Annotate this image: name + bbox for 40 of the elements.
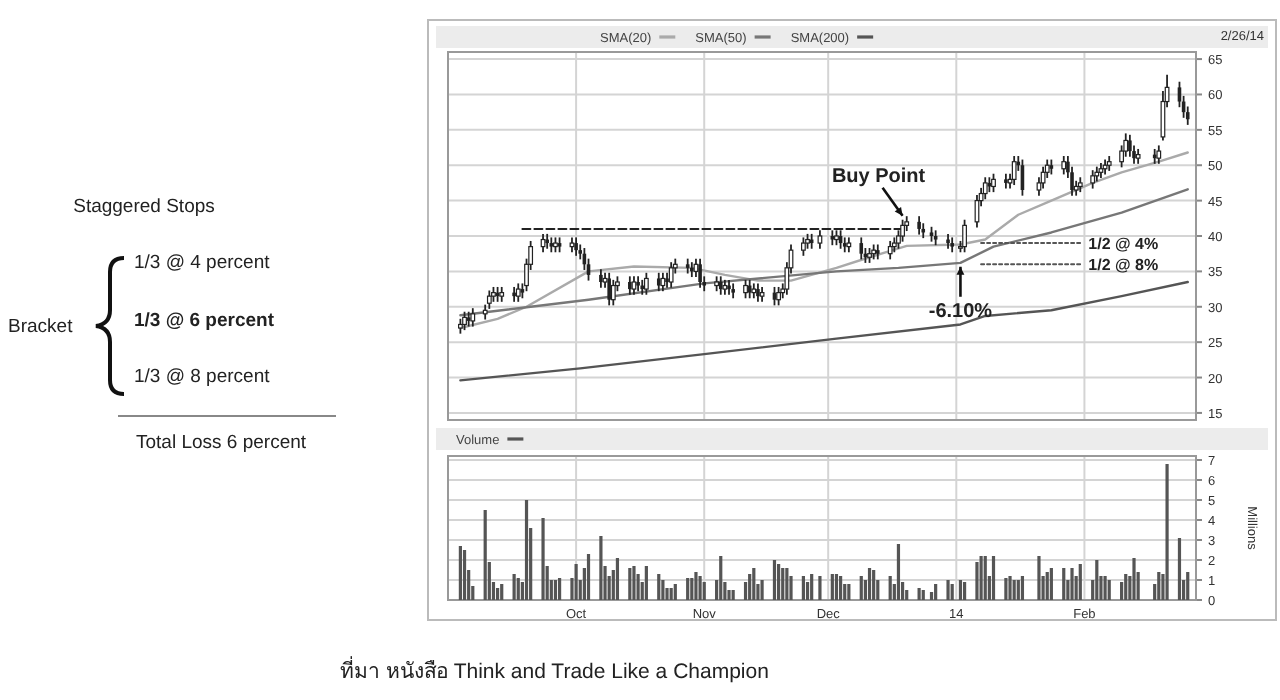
candlestick [599,268,603,289]
candlestick [859,236,864,261]
text: Bracket [8,316,74,338]
candlestick [887,240,893,261]
candlestick [776,286,782,307]
candlestick [962,218,967,254]
candlestick [628,275,632,296]
candlestick [462,310,467,332]
candlestick [574,236,578,257]
candlestick [756,282,760,303]
candlestick [1090,169,1096,190]
candlestick [801,236,806,257]
annotation: -6.10% [928,300,993,323]
line-series [459,151,1189,330]
text: 1/3 @ 4 percent [134,252,271,274]
candlestick [718,275,723,296]
candlestick [1156,144,1162,165]
text: Total Loss 6 percent [136,432,307,454]
candlestick [743,278,748,300]
annotation: Buy Point [831,165,927,188]
candlestick [607,271,611,307]
candlestick [1040,165,1046,190]
candlestick [1011,155,1017,186]
candlestick [917,215,921,236]
candlestick [610,278,616,307]
series-label: 1/2 @ 8% [1088,256,1159,275]
series-label: 1/2 @ 4% [1088,235,1159,254]
candlestick [1061,155,1067,176]
candlestick [656,271,661,293]
candlestick [1128,133,1132,158]
candlestick [470,307,476,328]
candlestick [982,176,988,201]
candlestick [698,257,702,289]
text: 1/3 @ 6 percent [134,310,276,332]
candlestick [991,172,996,194]
text: ที่มา หนังสือ Think and Trade Like a Champion [340,656,770,684]
text: Staggered Stops [73,196,216,218]
candlestick [817,229,823,250]
text: 1/3 @ 8 percent [134,366,271,388]
line-series [459,280,1189,382]
